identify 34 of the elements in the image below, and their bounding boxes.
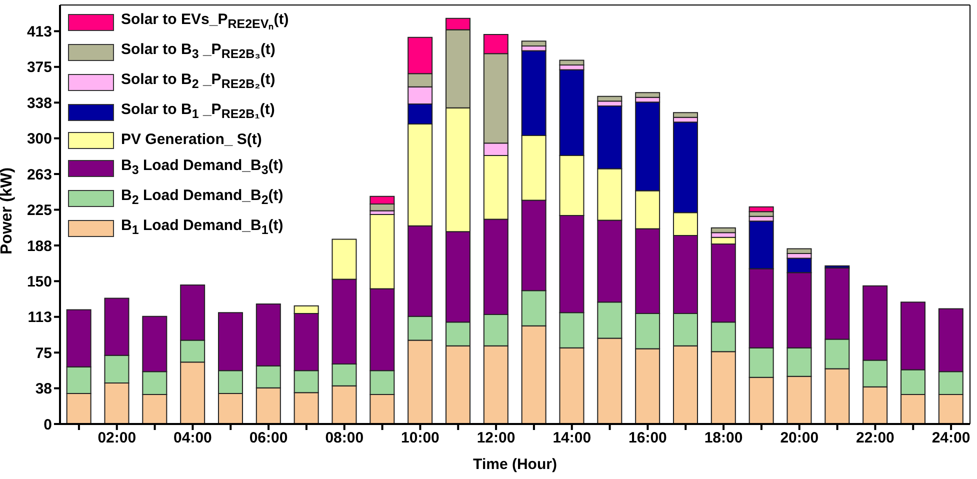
legend-label: B$_{1}$ Load Demand_B$_{1}$(t) <box>121 216 284 239</box>
y-tick-label: 75 <box>35 344 52 362</box>
legend-label: PV Generation_ S(t) <box>121 130 262 150</box>
y-tick-label: 113 <box>28 309 52 326</box>
x-tick-label: 20:00 <box>780 430 819 447</box>
x-tick-label: 06:00 <box>249 430 288 447</box>
x-tick-label: 18:00 <box>704 430 743 447</box>
legend-label: Solar to EVs_P$_{RE2EVₙ}$(t) <box>121 10 289 33</box>
x-tick-label: 10:00 <box>401 430 440 447</box>
y-tick-label: 225 <box>26 202 52 220</box>
x-tick-label: 16:00 <box>628 430 667 447</box>
x-tick-label: 04:00 <box>174 430 212 447</box>
y-tick-label: 300 <box>26 130 52 148</box>
y-tick-label: 263 <box>26 166 52 184</box>
legend-label: B$_{3}$ Load Demand_B$_{3}$(t) <box>121 156 284 179</box>
x-tick-label: 24:00 <box>932 430 970 447</box>
x-axis-title: Time (Hour) <box>473 456 557 473</box>
legend-label: Solar to B$_{3}$ _P$_{RE2B₃}$(t) <box>121 40 276 63</box>
legend-label: Solar to B$_{1}$ _P$_{RE2B₁}$(t) <box>121 100 275 123</box>
x-tick-label: 02:00 <box>98 430 136 447</box>
x-tick-label: 14:00 <box>552 430 592 447</box>
y-axis-title: Power (kW) <box>0 167 16 254</box>
x-tick-label: 22:00 <box>856 430 894 447</box>
y-tick-label: 413 <box>26 24 52 41</box>
y-tick-label: 375 <box>26 59 52 76</box>
x-tick-label: 12:00 <box>476 430 516 447</box>
y-tick-label: 0 <box>44 416 52 434</box>
legend-label: Solar to B$_{2}$ _P$_{RE2B₂}$(t) <box>121 70 276 93</box>
x-tick-label: 08:00 <box>325 430 364 447</box>
y-tick-label: 38 <box>35 380 52 398</box>
y-tick-label: 338 <box>26 94 52 112</box>
y-tick-label: 150 <box>26 273 52 290</box>
y-tick-label: 188 <box>26 238 52 255</box>
legend-label: B$_{2}$ Load Demand_B$_{2}$(t) <box>121 186 284 209</box>
